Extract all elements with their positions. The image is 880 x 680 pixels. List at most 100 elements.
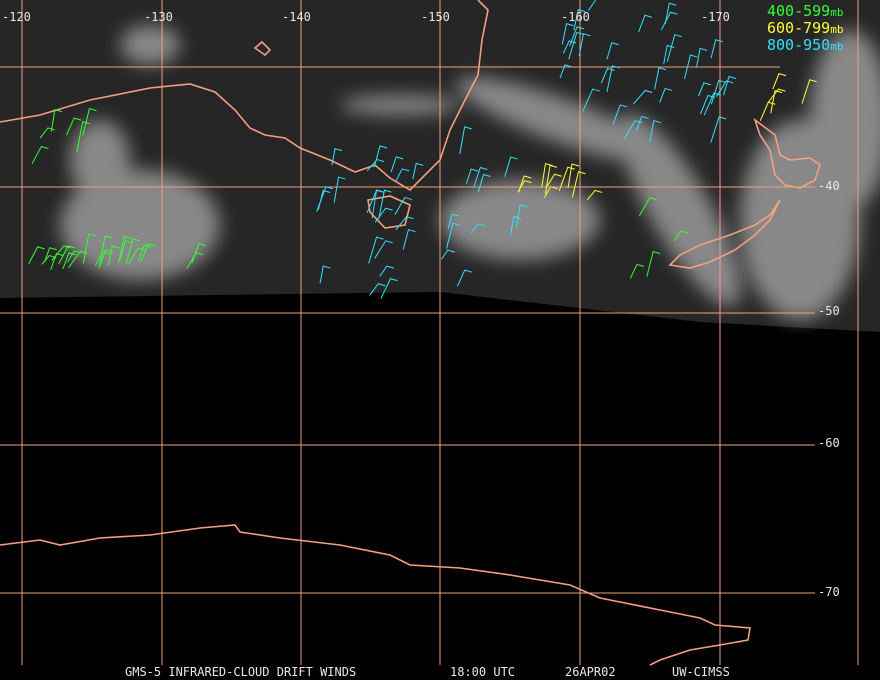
wind-barb	[569, 26, 585, 47]
wind-barb	[582, 88, 600, 112]
wind-barb	[588, 0, 597, 11]
wind-barb	[58, 245, 76, 265]
wind-barb	[697, 82, 712, 97]
wind-barb	[66, 117, 82, 136]
footer: GMS-5 INFRARED-CLOUD DRIFT WINDS 18:00 U…	[125, 665, 730, 679]
wind-barb	[374, 207, 393, 223]
wind-barb	[649, 120, 661, 143]
wind-barb	[571, 171, 586, 198]
wind-barb	[39, 127, 56, 139]
wind-barb	[31, 145, 49, 165]
wind-barb	[772, 73, 787, 90]
wind-barb	[402, 229, 416, 250]
longitude-label: -160	[561, 10, 590, 24]
wind-barb	[633, 89, 653, 105]
wind-barb	[316, 186, 334, 212]
wind-barb	[394, 196, 413, 216]
wind-barb	[68, 250, 88, 268]
coastlines	[0, 0, 821, 666]
wind-barb	[378, 189, 392, 220]
wind-barb	[559, 64, 573, 79]
wind-barb	[612, 104, 628, 125]
wind-barb	[319, 265, 331, 284]
wind-barbs	[28, 0, 817, 299]
wind-barb	[801, 79, 817, 104]
wind-barb	[95, 251, 110, 266]
graticule	[0, 0, 859, 665]
footer-time: 18:00 UTC	[450, 665, 515, 679]
wind-barb	[684, 54, 698, 80]
wind-barb	[561, 23, 574, 45]
wind-barb	[710, 79, 726, 105]
wind-barb	[67, 250, 82, 263]
wind-barb	[368, 236, 384, 264]
wind-barb	[567, 163, 580, 189]
wind-barb	[473, 166, 488, 188]
wind-barb	[660, 11, 678, 31]
wind-barb	[515, 204, 528, 228]
wind-barb	[119, 240, 133, 261]
wind-barb	[629, 263, 645, 279]
latitude-label: -40	[818, 179, 840, 193]
footer-source: UW-CIMSS	[672, 665, 730, 679]
wind-barb	[457, 269, 472, 287]
wind-barb	[140, 243, 156, 262]
wind-barb	[50, 253, 64, 271]
footer-date: 26APR02	[565, 665, 616, 679]
wind-barb	[568, 31, 584, 60]
wind-barb	[664, 2, 677, 25]
wind-barb	[446, 222, 460, 249]
footer-product: GMS-5 INFRARED-CLOUD DRIFT WINDS	[125, 665, 356, 679]
wind-barb	[666, 34, 682, 63]
wind-barb	[586, 189, 603, 201]
wind-barb	[333, 176, 346, 203]
wind-barb	[395, 168, 410, 182]
legend-range: 800-950	[767, 36, 830, 54]
wind-barb	[716, 80, 734, 97]
wind-barb	[659, 87, 673, 103]
wind-barb	[636, 115, 649, 132]
wind-barb	[710, 39, 723, 59]
wind-barb	[379, 265, 394, 277]
wind-barb	[390, 156, 404, 173]
wind-barb	[459, 126, 472, 155]
wind-barb	[82, 107, 97, 136]
wind-barb	[441, 249, 456, 260]
wind-barb	[465, 168, 479, 184]
legend-unit: mb	[830, 6, 843, 19]
wind-barb	[369, 283, 386, 296]
legend-range: 400-599	[767, 2, 830, 20]
wind-barb	[546, 173, 562, 187]
wind-barb	[543, 186, 558, 198]
latitude-label: -60	[818, 436, 840, 450]
legend: 400-599mb 600-799mb 800-950mb	[767, 2, 843, 54]
wind-barb	[504, 156, 518, 177]
wind-barb	[517, 180, 532, 192]
wind-barb	[331, 147, 343, 166]
wind-barb	[366, 189, 384, 213]
wind-barb	[767, 88, 786, 103]
wind-barb	[44, 247, 57, 263]
wind-barb	[562, 40, 577, 54]
legend-unit: mb	[830, 23, 843, 36]
wind-barb	[82, 233, 96, 264]
wind-barb	[558, 166, 575, 191]
wind-barb	[638, 197, 658, 217]
longitude-label: -170	[701, 10, 730, 24]
wind-barb	[723, 75, 737, 96]
longitude-label: -120	[2, 10, 31, 24]
wind-barb	[380, 278, 398, 299]
wind-barb	[600, 67, 615, 84]
wind-barb	[606, 65, 620, 93]
legend-range: 600-799	[767, 19, 830, 37]
wind-barb	[28, 246, 45, 265]
wind-barb	[673, 230, 689, 242]
wind-barb	[710, 116, 727, 143]
wind-barb	[186, 252, 204, 269]
wind-barb	[695, 47, 708, 68]
wind-barb	[76, 121, 90, 153]
wind-barb	[107, 245, 120, 266]
wind-barb	[573, 8, 586, 31]
wind-barb	[770, 90, 783, 114]
